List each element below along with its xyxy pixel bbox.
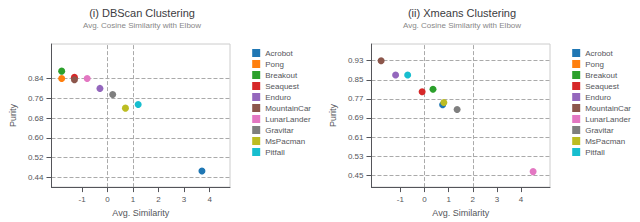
svg-text:Enduro: Enduro	[585, 93, 611, 102]
svg-text:0.93: 0.93	[348, 56, 364, 65]
svg-text:Avg. Cosine Similarity with El: Avg. Cosine Similarity with Elbow	[83, 21, 201, 30]
svg-text:Pitfall: Pitfall	[585, 148, 605, 157]
svg-text:Gravitar: Gravitar	[585, 126, 614, 135]
svg-text:Breakout: Breakout	[265, 71, 298, 80]
svg-text:Avg. Similarity: Avg. Similarity	[112, 208, 169, 218]
svg-text:0.69: 0.69	[348, 113, 364, 122]
svg-text:0: 0	[105, 195, 110, 204]
svg-text:0.45: 0.45	[348, 171, 364, 180]
svg-text:Avg. Cosine Similarity with El: Avg. Cosine Similarity with Elbow	[403, 21, 521, 30]
svg-text:0.76: 0.76	[28, 94, 44, 103]
svg-text:Seaquest: Seaquest	[265, 82, 300, 91]
svg-text:Breakout: Breakout	[585, 71, 618, 80]
svg-text:Pong: Pong	[585, 60, 604, 69]
svg-text:MsPacman: MsPacman	[585, 137, 625, 146]
svg-text:Gravitar: Gravitar	[265, 126, 294, 135]
svg-text:4: 4	[519, 195, 524, 204]
svg-text:0.61: 0.61	[348, 133, 364, 142]
svg-text:0.44: 0.44	[28, 173, 44, 182]
svg-text:3: 3	[182, 195, 187, 204]
svg-text:Pitfall: Pitfall	[265, 148, 285, 157]
svg-text:(ii) Xmeans Clustering: (ii) Xmeans Clustering	[408, 7, 516, 19]
svg-text:4: 4	[207, 195, 212, 204]
svg-text:1: 1	[131, 195, 136, 204]
svg-text:Seaquest: Seaquest	[585, 82, 620, 91]
svg-text:(i) DBScan Clustering: (i) DBScan Clustering	[89, 7, 195, 19]
svg-text:Acrobot: Acrobot	[585, 49, 613, 58]
svg-text:0.52: 0.52	[28, 153, 44, 162]
svg-text:2: 2	[471, 195, 476, 204]
svg-text:0.84: 0.84	[28, 74, 44, 83]
svg-text:Pong: Pong	[265, 60, 284, 69]
svg-text:MsPacman: MsPacman	[265, 137, 305, 146]
svg-text:Acrobot: Acrobot	[265, 49, 293, 58]
svg-text:2: 2	[156, 195, 161, 204]
svg-text:Avg. Similarity: Avg. Similarity	[432, 208, 489, 218]
svg-text:LunarLander: LunarLander	[265, 115, 311, 124]
svg-text:0.60: 0.60	[28, 133, 44, 142]
svg-text:-1: -1	[397, 195, 405, 204]
svg-text:MountainCar: MountainCar	[265, 104, 311, 113]
svg-text:LunarLander: LunarLander	[585, 115, 631, 124]
svg-text:0.68: 0.68	[28, 114, 44, 123]
svg-text:Purity: Purity	[8, 104, 18, 128]
svg-text:Purity: Purity	[328, 104, 338, 128]
svg-text:0: 0	[422, 195, 427, 204]
svg-text:MountainCar: MountainCar	[585, 104, 631, 113]
svg-text:Enduro: Enduro	[265, 93, 291, 102]
svg-text:1: 1	[446, 195, 451, 204]
svg-text:0.53: 0.53	[348, 152, 364, 161]
svg-text:3: 3	[495, 195, 500, 204]
svg-text:0.85: 0.85	[348, 75, 364, 84]
svg-text:-1: -1	[79, 195, 87, 204]
svg-text:0.77: 0.77	[348, 94, 364, 103]
